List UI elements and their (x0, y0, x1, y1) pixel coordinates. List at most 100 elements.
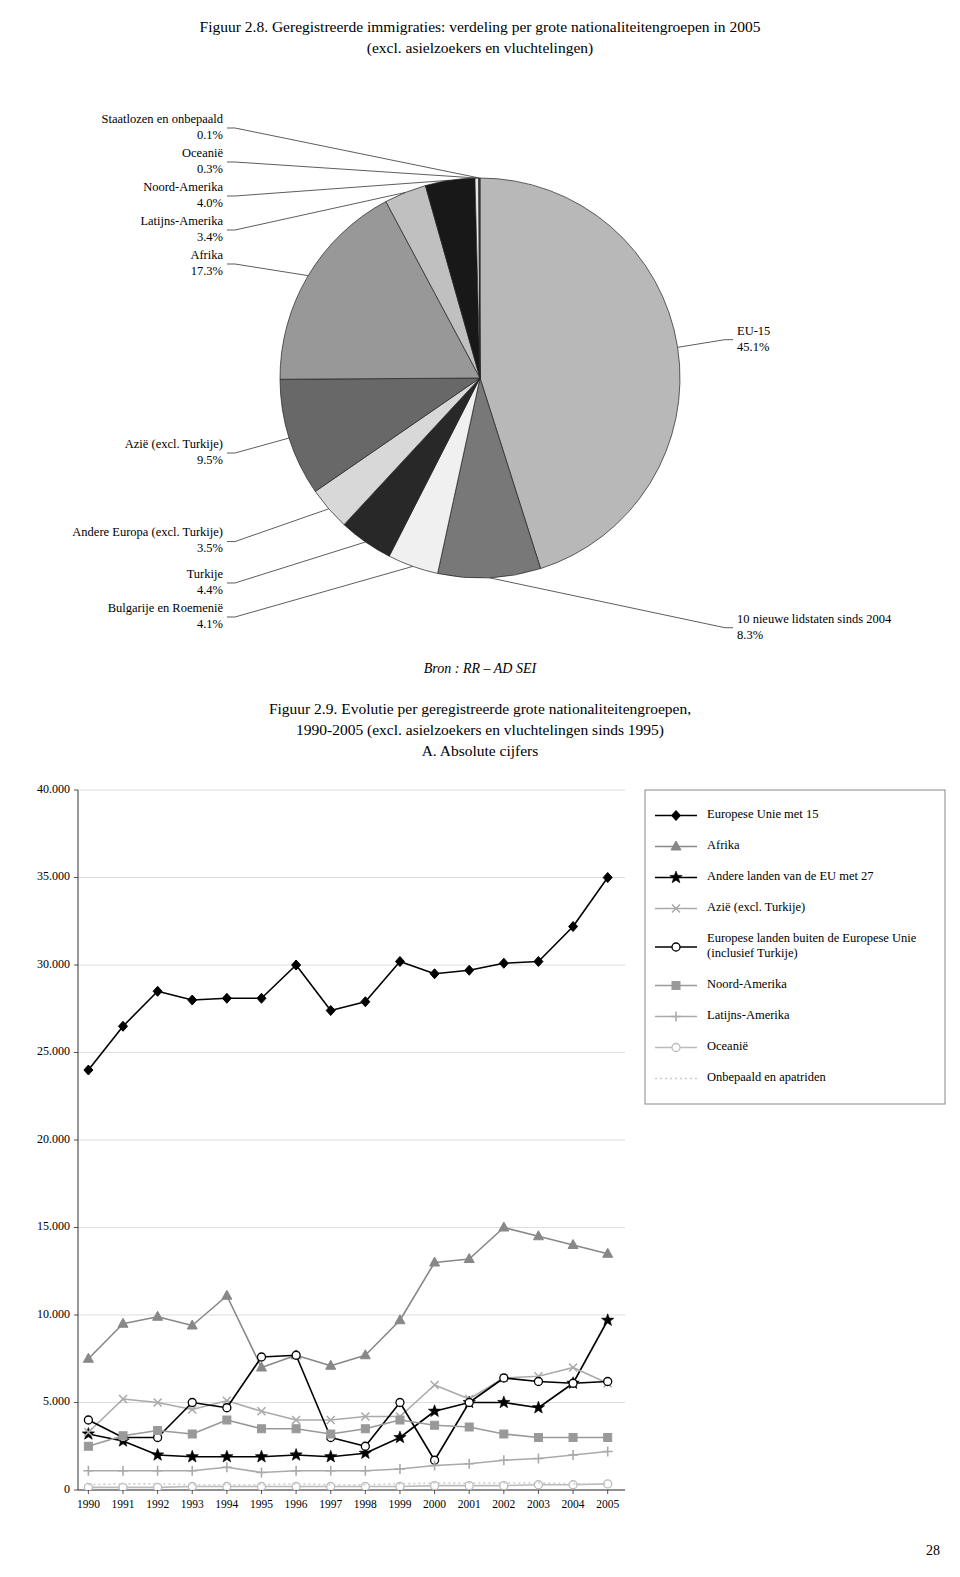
series-marker (83, 1466, 93, 1476)
chart-title: Figuur 2.8. Geregistreerde immigraties: … (200, 18, 761, 35)
x-tick (365, 1490, 366, 1494)
series-marker (604, 1378, 612, 1386)
leader-line (227, 264, 308, 276)
series-marker (500, 1374, 508, 1382)
series-line (88, 1355, 607, 1460)
series-marker (395, 1464, 405, 1474)
y-tick-label: 30.000 (37, 957, 70, 971)
y-tick-label: 35.000 (37, 869, 70, 883)
legend-label-line: Afrika (707, 838, 740, 852)
x-tick-label: 2005 (596, 1498, 619, 1510)
series-marker (84, 1065, 93, 1075)
slice-label: Andere Europa (excl. Turkije) (72, 525, 223, 539)
y-tick-label: 20.000 (37, 1132, 70, 1146)
plot-area (82, 873, 614, 1491)
y-tick-label: 40.000 (37, 782, 70, 796)
chart-subtitle: 1990-2005 (excl. asielzoekers en vluchte… (296, 721, 664, 739)
x-tick-label: 1997 (319, 1498, 342, 1510)
leader-line (227, 438, 289, 453)
slice-label: Latijns-Amerika (140, 214, 223, 228)
series-marker (257, 1425, 265, 1433)
series-line (88, 1483, 607, 1485)
x-tick (503, 1490, 504, 1494)
series-marker (533, 1231, 543, 1240)
series-marker (534, 1434, 542, 1442)
x-tick (192, 1490, 193, 1494)
legend-marker (672, 982, 680, 990)
legend-label: Europese landen buiten de Europese Unie(… (707, 931, 917, 960)
series-marker (464, 1459, 474, 1469)
grid-line (78, 965, 625, 966)
series-marker (604, 1434, 612, 1442)
slice-value-label: 17.3% (191, 264, 223, 278)
legend-label: Latijns-Amerika (707, 1008, 790, 1022)
x-tick-label: 1995 (250, 1498, 273, 1510)
series-marker (395, 957, 404, 967)
y-tick (74, 1490, 78, 1491)
series-marker (534, 1378, 542, 1386)
x-tick-label: 2000 (423, 1498, 446, 1510)
slice-label: Azië (excl. Turkije) (125, 437, 223, 451)
series-marker (568, 1450, 578, 1460)
series-marker (396, 1399, 404, 1407)
leader-line (678, 340, 733, 348)
x-tick-label: 1991 (112, 1498, 135, 1510)
series-marker (84, 1428, 92, 1436)
series-marker (188, 1399, 196, 1407)
series-marker (603, 1447, 613, 1457)
x-tick (434, 1490, 435, 1494)
series-marker (292, 1416, 300, 1424)
series-marker (187, 1466, 197, 1476)
legend-marker (671, 1012, 681, 1022)
series-marker (361, 1442, 369, 1450)
series-marker (154, 1399, 162, 1407)
series-marker (569, 1379, 577, 1387)
leader-line (227, 542, 366, 583)
legend-label-line: (inclusief Turkije) (707, 946, 798, 960)
series-marker (500, 1374, 508, 1382)
series-marker (569, 1434, 577, 1442)
legend-marker (672, 1044, 680, 1052)
x-tick (330, 1490, 331, 1494)
leader-line (227, 193, 405, 230)
series-marker (119, 1432, 127, 1440)
series-marker (188, 1430, 196, 1438)
series-marker (186, 1450, 198, 1462)
series-marker (465, 1423, 473, 1431)
series-marker (326, 1360, 336, 1369)
chart-subtitle: A. Absolute cijfers (422, 742, 539, 759)
series-marker (431, 1381, 439, 1389)
series-marker (188, 1483, 196, 1491)
y-tick (74, 1052, 78, 1053)
series-marker (257, 1353, 265, 1361)
x-tick (538, 1490, 539, 1494)
leader-line (489, 578, 733, 628)
series-marker (499, 1455, 509, 1465)
x-tick-label: 1994 (215, 1498, 238, 1510)
legend-label: Noord-Amerika (707, 977, 787, 991)
slice-value-label: 9.5% (197, 453, 223, 467)
series-marker (153, 1311, 163, 1320)
x-tick (157, 1490, 158, 1494)
x-tick-label: 1990 (77, 1498, 100, 1510)
chart-title: Figuur 2.9. Evolutie per geregistreerde … (269, 700, 691, 717)
series-marker (361, 1425, 369, 1433)
x-tick-label: 1996 (285, 1498, 308, 1510)
slice-value-label: 4.0% (197, 196, 223, 210)
series-marker (327, 1483, 335, 1491)
source-note: Bron : RR – AD SEI (424, 661, 538, 676)
x-tick-label: 1998 (354, 1498, 377, 1510)
series-marker (187, 1320, 197, 1329)
leader-line (227, 180, 450, 196)
legend-label: Andere landen van de EU met 27 (707, 869, 874, 883)
series-marker (430, 969, 439, 979)
slice-label: Afrika (190, 248, 223, 262)
y-tick-label: 25.000 (37, 1044, 70, 1058)
x-tick-label: 1999 (388, 1498, 411, 1510)
pie (280, 178, 680, 578)
series-marker (395, 1315, 405, 1324)
grid-line (78, 1227, 625, 1228)
series-marker (326, 1006, 335, 1016)
series-marker (360, 1466, 370, 1476)
x-tick-label: 1992 (146, 1498, 169, 1510)
